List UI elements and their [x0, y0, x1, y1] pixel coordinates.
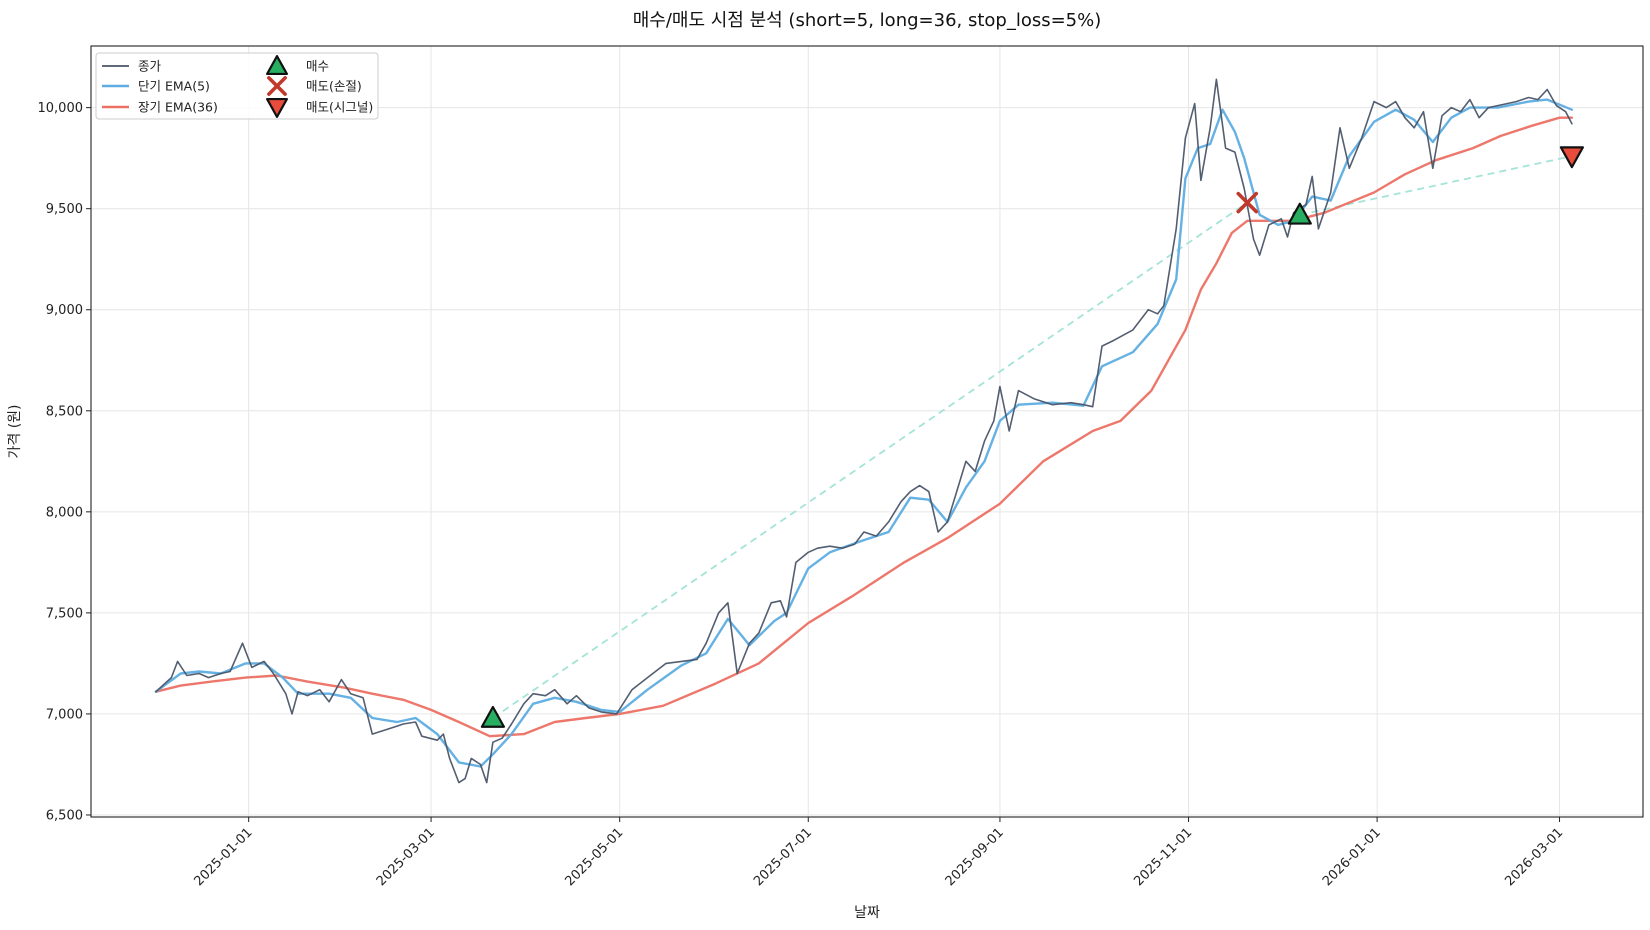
grid — [91, 46, 1643, 817]
stop-loss-x-stroke — [267, 76, 287, 96]
signal-sell-marker — [1559, 146, 1584, 169]
trade-link — [492, 201, 1248, 719]
y-tick-label: 8,500 — [46, 404, 83, 419]
legend-label: 종가 — [138, 59, 162, 74]
x-tick-label: 2025-07-01 — [751, 825, 815, 889]
stop-loss-x-stroke — [1236, 191, 1259, 214]
y-tick-label: 9,500 — [46, 202, 83, 217]
x-tick-label: 2026-01-01 — [1320, 825, 1384, 889]
series-line-ema-short — [154, 98, 1574, 768]
series-line-ema-long — [154, 116, 1574, 738]
legend-marker-swatch — [266, 97, 288, 119]
legend-label: 매수 — [306, 59, 329, 74]
y-tick-label: 7,000 — [46, 707, 83, 722]
legend-label: 매도(시그널) — [306, 100, 373, 115]
legend-box — [95, 52, 379, 120]
buy-marker — [480, 705, 506, 728]
y-tick-label: 7,500 — [46, 606, 83, 621]
legend-marker-swatch — [267, 76, 287, 96]
x-tick-label: 2026-03-01 — [1502, 825, 1566, 889]
y-tick-label: 6,500 — [46, 808, 83, 823]
x-axis-title: 날짜 — [854, 905, 880, 921]
series-group — [154, 78, 1574, 784]
trade-links — [492, 155, 1573, 719]
trade-markers — [480, 146, 1584, 728]
trade-link — [1299, 155, 1573, 216]
x-tick-label: 2025-05-01 — [562, 825, 626, 889]
series-line-close — [155, 78, 1573, 784]
buy-marker — [1287, 202, 1312, 225]
legend-label: 매도(손절) — [306, 79, 362, 94]
plot-frame — [90, 45, 1644, 818]
y-axis-title: 가격 (원) — [7, 404, 23, 458]
x-tick-label: 2025-11-01 — [1131, 825, 1195, 889]
y-tick-label: 10,000 — [38, 101, 84, 116]
x-tick-label: 2025-03-01 — [374, 825, 438, 889]
x-tick-label: 2025-01-01 — [191, 825, 255, 889]
y-axis: 6,500 7,000 7,500 8,000 8,500 9,000 9,500 10,00… — [38, 101, 91, 823]
x-axis: 2025-01-01 2025-03-01 2025-05-01 2025-07-01… — [191, 817, 1566, 889]
stop-loss-marker — [1236, 191, 1259, 214]
legend-label: 장기 EMA(36) — [138, 100, 218, 115]
y-tick-label: 8,000 — [46, 505, 83, 520]
legend-label: 단기 EMA(5) — [138, 79, 210, 94]
chart-title: 매수/매도 시점 분석 (short=5, long=36, stop_loss… — [633, 10, 1102, 31]
y-tick-label: 9,000 — [46, 303, 83, 318]
legend-marker-swatch — [266, 54, 288, 76]
x-tick-label: 2025-09-01 — [943, 825, 1007, 889]
